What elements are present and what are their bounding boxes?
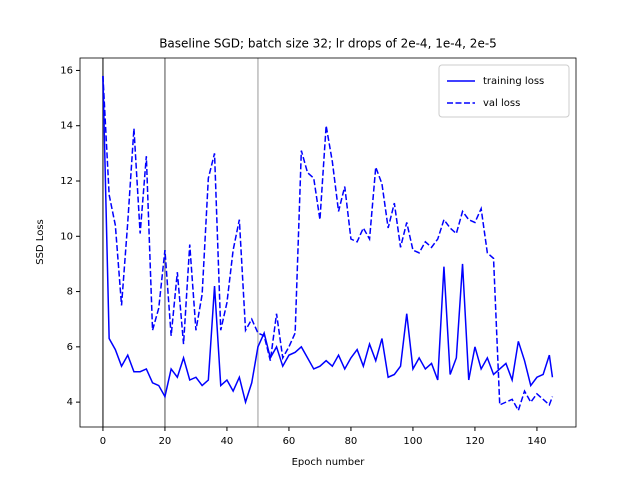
x-tick-label: 100 [403,436,422,447]
y-tick-label: 10 [60,231,73,242]
y-tick-label: 8 [67,287,73,298]
y-tick-label: 16 [60,65,73,76]
chart-title: Baseline SGD; batch size 32; lr drops of… [159,37,497,51]
x-tick-label: 20 [159,436,172,447]
x-tick-label: 0 [100,436,106,447]
x-axis-label: Epoch number [292,457,366,468]
legend-label: val loss [483,98,520,109]
legend-label: training loss [483,76,544,87]
x-tick-label: 140 [527,436,546,447]
x-tick-label: 80 [345,436,358,447]
legend-box [438,64,570,118]
series-line [102,75,554,413]
y-axis-label: SSD Loss [35,219,46,265]
x-tick-label: 60 [283,436,296,447]
x-tick-label: 120 [465,436,484,447]
y-tick-label: 6 [67,342,73,353]
plot-frame [79,57,577,428]
y-tick-label: 4 [67,397,73,408]
y-tick-label: 12 [60,176,73,187]
y-tick-label: 14 [60,121,73,132]
x-tick-label: 40 [221,436,234,447]
series-line [102,75,554,405]
